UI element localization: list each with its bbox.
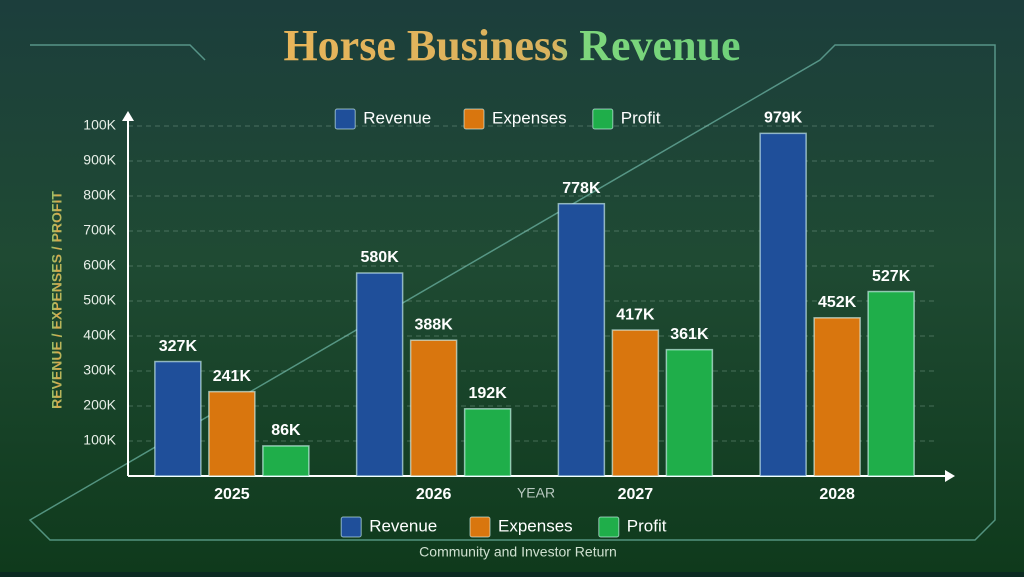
data-label: 241K [213,368,252,385]
legend-swatch [592,108,614,130]
bar [262,445,310,477]
data-label: 388K [415,316,454,333]
bar [208,390,256,477]
x-axis-label: YEAR [517,485,555,501]
legend-bottom-label: Revenue [369,516,437,535]
legend-label: Expenses [492,108,567,127]
legend-bottom-swatch [598,516,620,538]
bar [154,360,202,477]
y-tick-label: 100K [83,432,116,448]
y-tick-label: 500K [83,292,116,308]
bar [463,408,512,477]
chart-subtitle: Community and Investor Return [419,544,617,560]
data-label: 417K [616,306,655,323]
legend-bottom-label: Expenses [498,516,573,535]
data-label: 327K [159,338,198,355]
bar [665,348,714,477]
bar [867,290,915,477]
legend-bottom-label: Profit [627,516,667,535]
legend-swatch [463,108,485,130]
y-tick-label: 600K [83,257,116,273]
x-tick-label: 2026 [416,486,452,503]
bar [813,317,861,477]
bar [557,202,606,477]
y-tick-label: 700K [83,222,116,238]
bar [759,132,807,477]
data-label: 778K [562,180,601,197]
chart-title: Horse Business Revenue [283,21,740,70]
y-tick-label: 400K [83,327,116,343]
legend-bottom-swatch [340,516,362,538]
x-tick-label: 2028 [819,486,855,503]
bar [355,272,404,477]
y-axis-label: REVENUE / EXPENSES / PROFIT [49,191,65,409]
x-tick-label: 2025 [214,486,250,503]
bar [409,339,458,477]
data-label: 580K [361,249,400,266]
y-tick-label: 800K [83,187,116,203]
y-tick-label: 200K [83,397,116,413]
x-tick-label: 2027 [618,486,654,503]
legend-label: Revenue [363,108,431,127]
y-tick-label: 100K [83,117,116,133]
frame [28,44,996,541]
data-label: 452K [818,294,857,311]
legend-swatch [334,108,356,130]
data-label: 979K [764,110,803,127]
legend-label: Profit [621,108,661,127]
data-label: 86K [271,422,301,439]
bar [611,329,660,477]
legend-bottom-swatch [469,516,491,538]
data-label: 361K [670,326,709,343]
x-axis-arrow [945,470,955,482]
y-axis-arrow [122,111,134,121]
y-tick-label: 900K [83,152,116,168]
data-label: 527K [872,268,911,285]
y-tick-label: 300K [83,362,116,378]
data-label: 192K [469,385,508,402]
